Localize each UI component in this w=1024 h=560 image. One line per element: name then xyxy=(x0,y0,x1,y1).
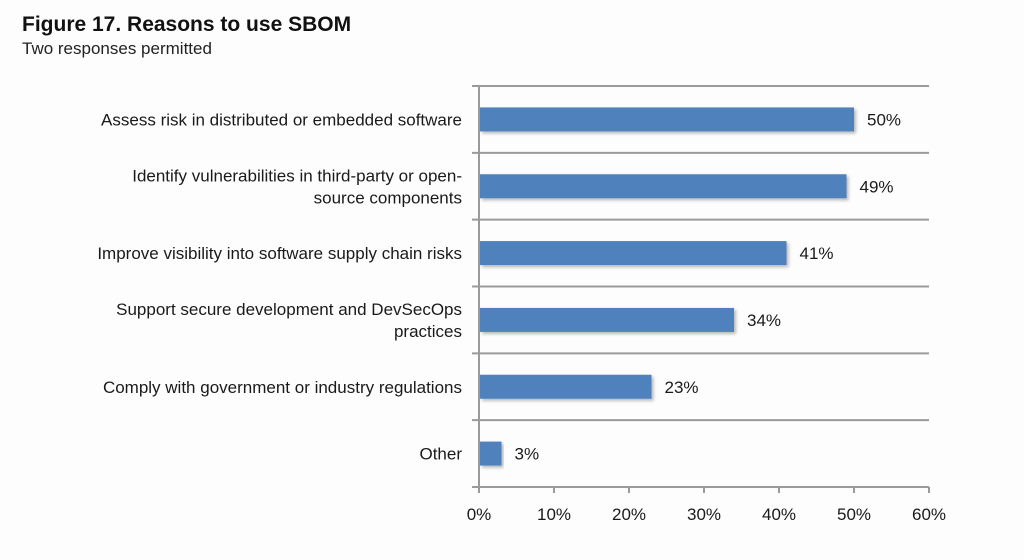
value-label: 49% xyxy=(860,177,894,196)
chart-title: Figure 17. Reasons to use SBOM xyxy=(22,13,352,36)
category-label-line: Other xyxy=(419,445,462,464)
category-label-line: source components xyxy=(314,188,462,207)
axes xyxy=(478,86,930,493)
x-tick-label: 0% xyxy=(467,505,492,524)
bar xyxy=(480,241,787,266)
value-label: 34% xyxy=(747,311,781,330)
category-label: Support secure development and DevSecOps… xyxy=(116,300,462,341)
x-tick-label: 10% xyxy=(537,505,571,524)
category-label: Improve visibility into software supply … xyxy=(97,244,462,263)
x-tick-label: 60% xyxy=(912,505,946,524)
category-label-line: Improve visibility into software supply … xyxy=(97,244,462,263)
category-label: Other xyxy=(419,445,462,464)
category-label-line: Support secure development and DevSecOps xyxy=(116,300,462,319)
bar xyxy=(480,174,847,199)
labels: 0% 10% 20% 30% 40% 50% 60% 50% Assess risk in di… xyxy=(97,110,946,524)
category-label-line: Assess risk in distributed or embedded s… xyxy=(101,110,462,129)
category-label-line: practices xyxy=(394,322,462,341)
x-tick-label: 30% xyxy=(687,505,721,524)
x-tick-label: 40% xyxy=(762,505,796,524)
x-tick-label: 50% xyxy=(837,505,871,524)
bar xyxy=(480,374,652,399)
value-label: 50% xyxy=(867,110,901,129)
category-label: Identify vulnerabilities in third-party … xyxy=(132,166,462,207)
bars xyxy=(480,107,854,466)
bar xyxy=(480,307,734,332)
category-label: Assess risk in distributed or embedded s… xyxy=(101,110,462,129)
chart-subtitle: Two responses permitted xyxy=(22,39,212,58)
gridlines xyxy=(472,85,929,488)
value-label: 3% xyxy=(515,445,540,464)
value-label: 23% xyxy=(665,378,699,397)
x-tick-label: 20% xyxy=(612,505,646,524)
bar xyxy=(480,107,854,132)
bar xyxy=(480,441,502,466)
category-label: Comply with government or industry regul… xyxy=(103,378,462,397)
category-label-line: Identify vulnerabilities in third-party … xyxy=(132,166,462,185)
value-label: 41% xyxy=(800,244,834,263)
category-label-line: Comply with government or industry regul… xyxy=(103,378,462,397)
